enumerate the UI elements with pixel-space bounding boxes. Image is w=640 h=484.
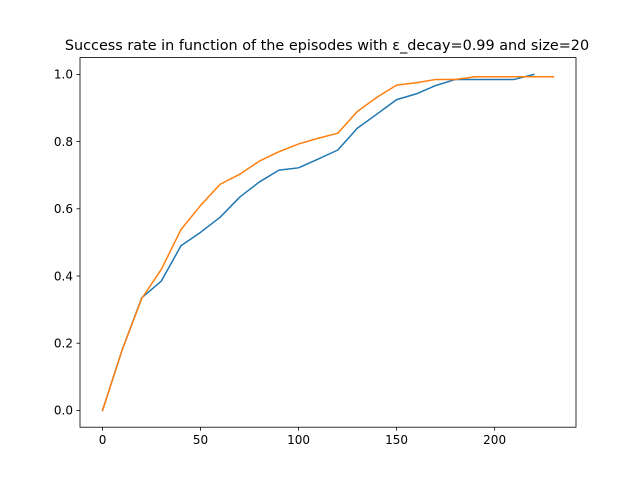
- x-tick-label: 150: [385, 433, 408, 447]
- y-tick-label: 0.2: [54, 337, 73, 351]
- y-tick-label: 0.8: [54, 135, 73, 149]
- x-tick-label: 200: [483, 433, 506, 447]
- y-tick-label: 0.6: [54, 202, 73, 216]
- y-tick-label: 1.0: [54, 68, 73, 82]
- series-line-1: [101, 73, 535, 412]
- x-tick-label: 0: [99, 433, 107, 447]
- y-tick-label: 0.4: [54, 269, 73, 283]
- y-axis-ticks: 0.0 0.2 0.4 0.6 0.8 1.0: [54, 68, 80, 418]
- series-line-2: [101, 76, 555, 412]
- x-tick-label: 50: [193, 433, 208, 447]
- chart-title: Success rate in function of the episodes…: [65, 38, 589, 54]
- series-layer: [101, 73, 555, 412]
- y-tick-label: 0.0: [54, 404, 73, 418]
- plot-area-frame: [79, 57, 577, 428]
- x-axis-ticks: 0 50 100 150 200: [99, 427, 506, 447]
- x-tick-label: 100: [287, 433, 310, 447]
